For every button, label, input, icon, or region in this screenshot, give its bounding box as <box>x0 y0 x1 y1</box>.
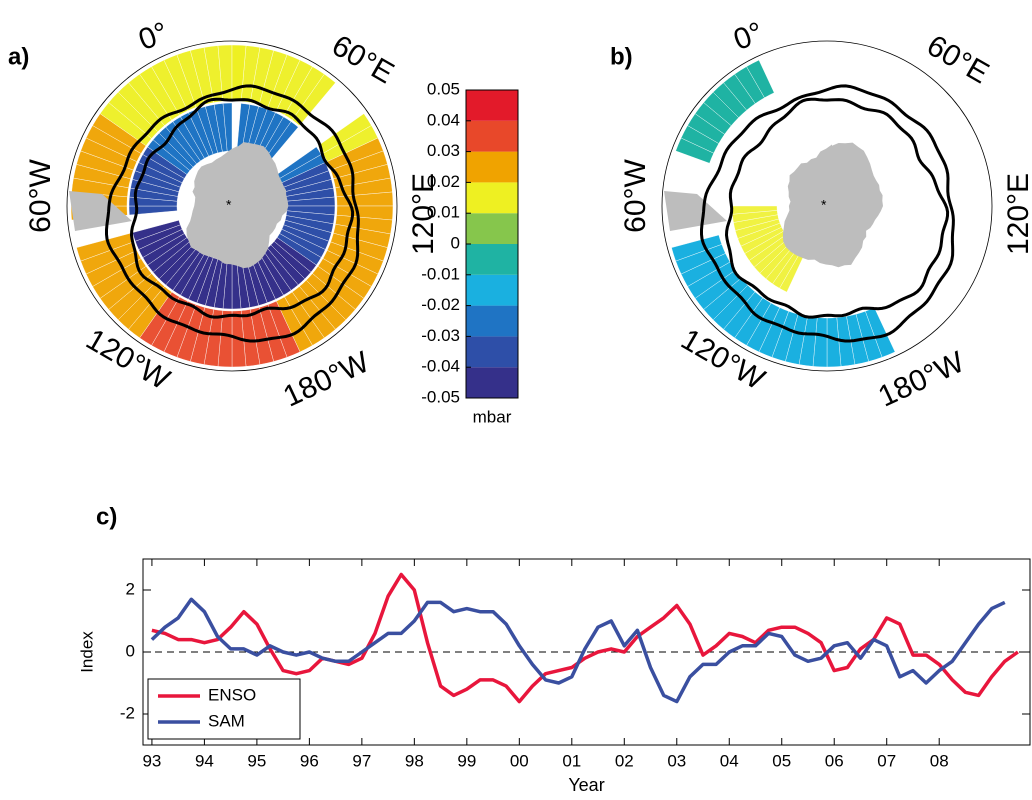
continent <box>664 191 727 231</box>
colorbar-tick-label: -0.02 <box>421 295 460 314</box>
colorbar-tick-label: 0.04 <box>427 110 460 129</box>
continent <box>186 142 289 269</box>
map-art: * <box>661 40 993 372</box>
x-tick-label: 03 <box>667 751 686 770</box>
colorbar-bin <box>466 274 518 306</box>
colorbar-bin <box>466 151 518 183</box>
map-art: * <box>66 40 398 372</box>
contour <box>700 84 955 343</box>
x-tick-label: 02 <box>615 751 634 770</box>
colorbar-unit: mbar <box>473 407 512 426</box>
colorbar-tick-label: -0.04 <box>421 357 460 376</box>
x-tick-label: 08 <box>930 751 949 770</box>
colorbar-bin <box>466 213 518 244</box>
continent <box>782 142 883 268</box>
x-tick-label: 97 <box>352 751 371 770</box>
colorbar-tick-label: 0 <box>451 233 460 252</box>
legend-label: SAM <box>208 711 245 730</box>
map-cell <box>291 73 336 126</box>
longitude-label: 60°W <box>619 158 652 232</box>
colorbar-tick-label: 0.01 <box>427 203 460 222</box>
colorbar-bin <box>466 90 518 121</box>
x-tick-label: 94 <box>195 751 214 770</box>
x-tick-label: 01 <box>562 751 581 770</box>
pole-marker: * <box>226 197 232 213</box>
longitude-label: 60°W <box>24 158 57 232</box>
y-tick-label: 0 <box>126 641 135 660</box>
continent <box>69 191 132 231</box>
colorbar-bin <box>466 182 518 214</box>
y-tick-label: -2 <box>120 703 135 722</box>
colorbar-tick-label: 0.05 <box>427 79 460 98</box>
y-axis-label: Index <box>77 631 96 673</box>
longitude-label: 0° <box>134 16 172 57</box>
x-tick-label: 99 <box>457 751 476 770</box>
colorbar-bin <box>466 367 518 398</box>
map-cell <box>746 59 775 99</box>
x-tick-label: 96 <box>300 751 319 770</box>
colorbar-bin <box>466 244 518 275</box>
x-tick-label: 98 <box>405 751 424 770</box>
colorbar-bin <box>466 336 518 368</box>
colorbar-tick-label: -0.05 <box>421 387 460 406</box>
colorbar-tick-label: -0.01 <box>421 264 460 283</box>
panel-label: b) <box>610 43 633 70</box>
colorbar-tick-label: 0.02 <box>427 172 460 191</box>
y-tick-label: 2 <box>126 579 135 598</box>
longitude-label: 120°E <box>407 173 440 255</box>
x-tick-label: 04 <box>720 751 739 770</box>
colorbar-bin <box>466 120 518 152</box>
longitude-label: 120°E <box>1002 173 1032 255</box>
colorbar-tick-label: -0.03 <box>421 326 460 345</box>
x-tick-label: 05 <box>772 751 791 770</box>
colorbar-bin <box>466 305 518 337</box>
contour <box>129 97 355 319</box>
legend-label: ENSO <box>208 685 256 704</box>
colorbar-tick-label: 0.03 <box>427 141 460 160</box>
contour <box>105 84 360 343</box>
x-tick-label: 00 <box>510 751 529 770</box>
map-cell <box>132 219 181 242</box>
map-cell <box>671 234 723 262</box>
plot-frame <box>142 558 1031 746</box>
x-tick-label: 95 <box>247 751 266 770</box>
pole-marker: * <box>821 197 827 213</box>
x-tick-label: 06 <box>825 751 844 770</box>
panel-label: a) <box>8 43 29 70</box>
x-tick-label: 93 <box>142 751 161 770</box>
panel-label: c) <box>96 503 117 530</box>
series-line <box>150 597 1006 704</box>
x-axis-label: Year <box>568 775 604 795</box>
x-tick-label: 07 <box>877 751 896 770</box>
contour <box>724 97 950 319</box>
legend-box <box>147 678 301 740</box>
longitude-label: 0° <box>729 16 767 57</box>
